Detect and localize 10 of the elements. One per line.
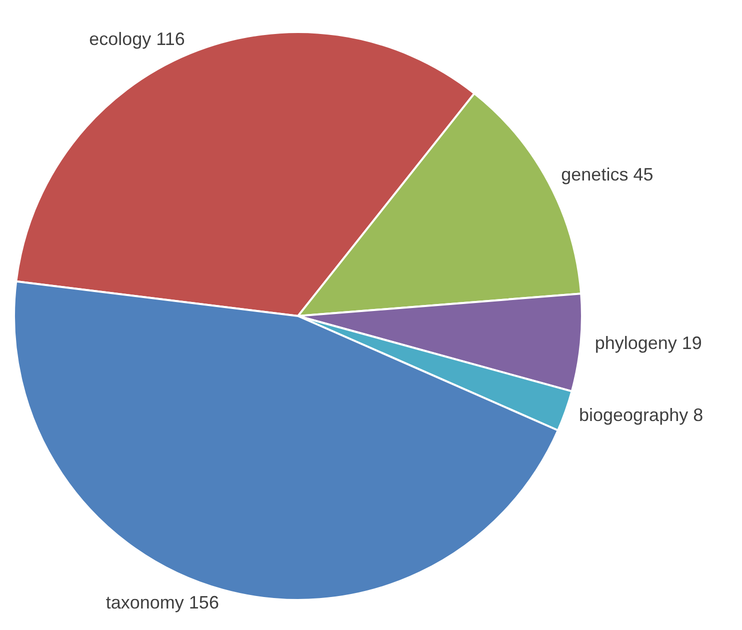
data-label: 19 [682, 333, 702, 354]
slice-label: taxonomy [106, 592, 189, 612]
slice-label: ecology [89, 29, 156, 50]
slice-label: phylogeny [594, 333, 682, 354]
slice-label: biogeography [578, 404, 694, 425]
data-label: 45 [633, 164, 654, 185]
slice-label: genetics [561, 164, 634, 185]
data-label: 8 [693, 404, 704, 425]
data-label: 156 [188, 592, 219, 612]
data-label: 116 [156, 29, 185, 50]
